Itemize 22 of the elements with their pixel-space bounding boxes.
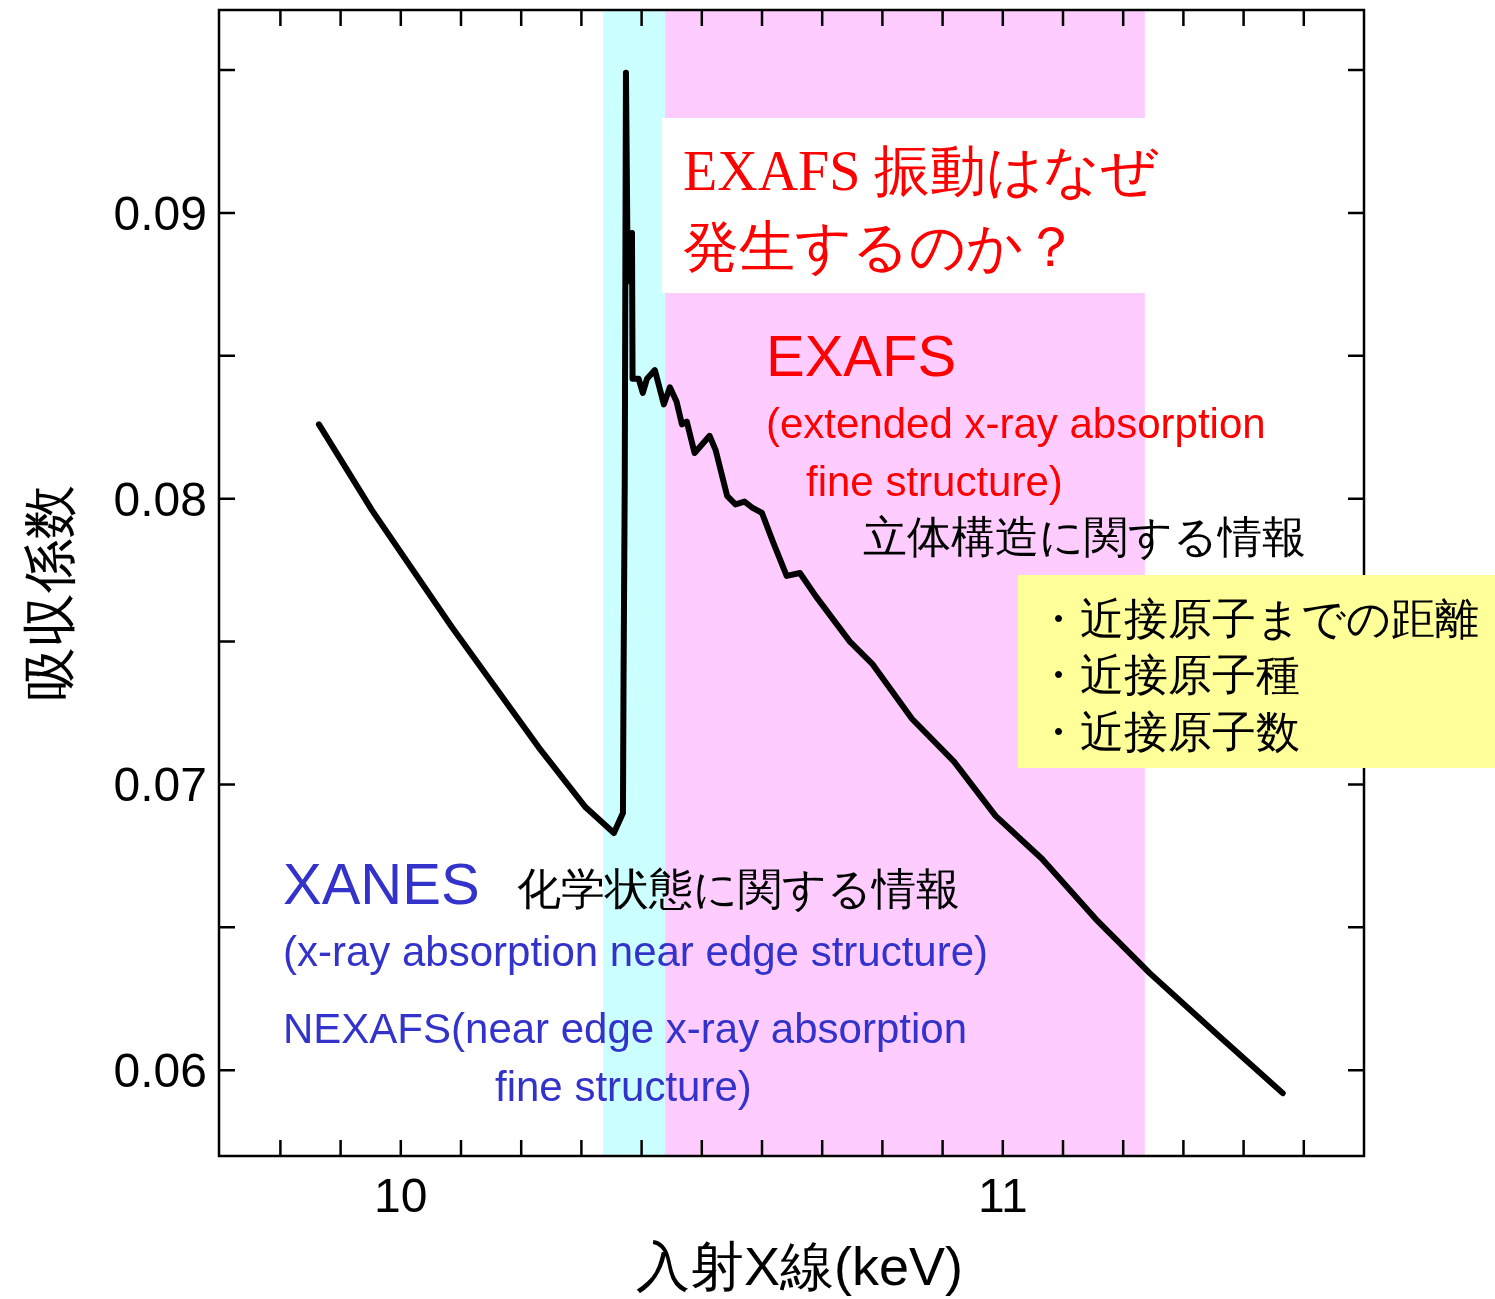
annotation: ・近接原子数	[1036, 707, 1300, 756]
annotation: fine structure)	[495, 1063, 752, 1110]
annotation: 化学状態に関する情報	[517, 864, 960, 913]
annotation: fine structure)	[806, 458, 1063, 505]
x-tick-label: 10	[374, 1169, 428, 1222]
y-tick-label: 0.08	[113, 472, 207, 526]
annotation: 発生するのか？	[683, 216, 1079, 278]
annotation: NEXAFS(near edge x-ray absorption	[283, 1005, 967, 1052]
annotation: (x-ray absorption near edge structure)	[283, 928, 988, 975]
y-tick-label: 0.06	[113, 1044, 207, 1098]
annotation: ・近接原子までの距離	[1036, 594, 1479, 643]
annotation: (extended x-ray absorption	[766, 400, 1266, 447]
x-axis-title: 入射X線(keV)	[635, 1236, 964, 1296]
annotation: XANES	[283, 851, 480, 916]
annotation: ・近接原子種	[1036, 650, 1300, 699]
x-tick-label: 11	[977, 1169, 1028, 1222]
y-tick-label: 0.09	[113, 186, 207, 240]
y-tick-label: 0.07	[113, 758, 207, 812]
annotation: 立体構造に関する情報	[863, 512, 1306, 561]
annotation: EXAFS 振動はなぜ	[683, 140, 1160, 202]
annotation: EXAFS	[766, 323, 957, 388]
y-axis-title: 吸収係数	[19, 485, 79, 701]
